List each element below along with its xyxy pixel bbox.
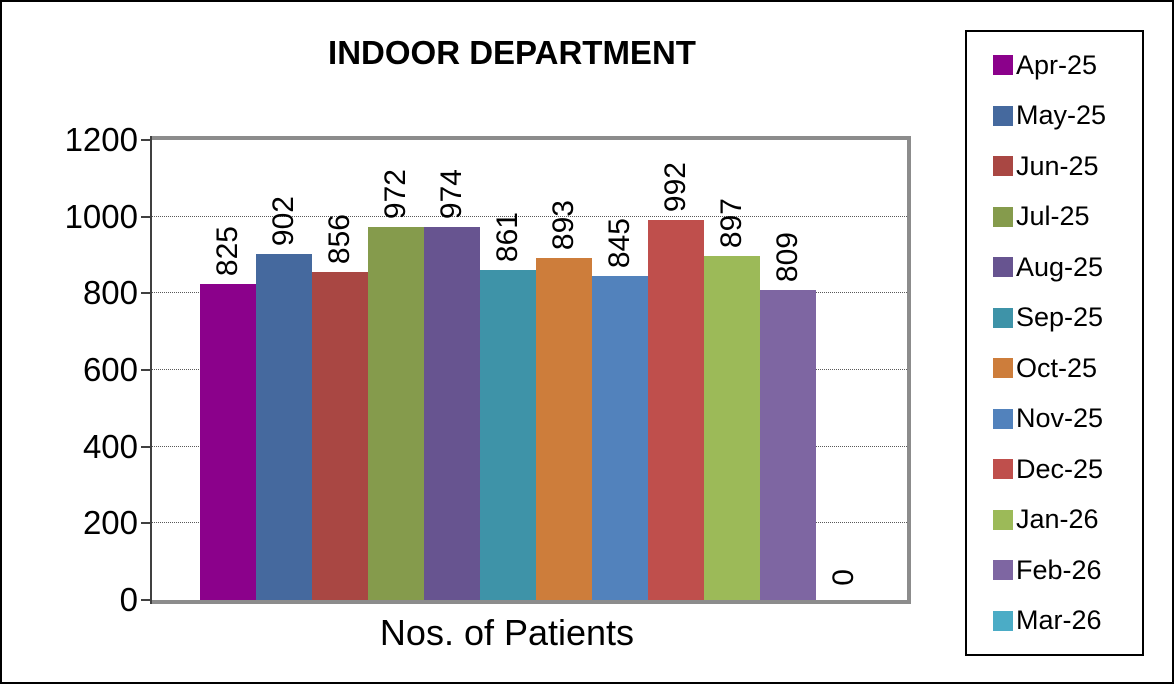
legend-item-May-25: May-25: [993, 100, 1140, 131]
legend-swatch-icon: [993, 358, 1013, 379]
y-tick-label-200: 200: [82, 504, 138, 542]
y-tick-mark-200: [141, 522, 151, 525]
legend-item-Jul-25: Jul-25: [993, 201, 1140, 232]
bar-May-25: [256, 254, 312, 600]
bar-value-label-Feb-26: 809: [771, 231, 804, 282]
bar-value-label-Oct-25: 893: [547, 199, 580, 250]
legend-label: Jan-26: [1016, 504, 1099, 535]
bar-Apr-25: [200, 283, 256, 600]
bar-Nov-25: [592, 276, 648, 600]
plot-area: 825 902 856 972 974 861 893 845 992 897 809 0: [152, 140, 907, 600]
bar-value-label-May-25: 902: [267, 196, 300, 247]
legend-item-Sep-25: Sep-25: [993, 302, 1140, 333]
y-tick-label-600: 600: [82, 351, 138, 388]
legend-label: May-25: [1016, 100, 1107, 131]
legend-swatch-icon: [993, 206, 1013, 227]
legend-label: Apr-25: [1016, 49, 1098, 80]
bar-value-label-Aug-25: 974: [435, 168, 468, 219]
legend: Apr-25 May-25 Jun-25 Jul-25 Aug-25 Sep-25 Oct-…: [965, 30, 1144, 656]
legend-item-Jun-25: Jun-25: [993, 151, 1140, 182]
bar-Jun-25: [312, 271, 368, 600]
bar-value-label-Apr-25: 825: [211, 225, 244, 276]
legend-swatch-icon: [993, 459, 1013, 480]
legend-item-Oct-25: Oct-25: [993, 353, 1140, 384]
y-tick-mark-0: [141, 599, 151, 601]
y-tick-label-1000: 1000: [64, 197, 138, 235]
legend-label: Oct-25: [1016, 352, 1098, 383]
y-tick-mark-1200: [141, 139, 151, 141]
bar-Dec-25: [648, 219, 704, 600]
legend-label: Mar-26: [1016, 605, 1102, 636]
bar-value-label-Sep-25: 861: [491, 211, 524, 262]
y-axis-line: [150, 136, 152, 604]
legend-item-Mar-26: Mar-26: [993, 605, 1140, 636]
legend-swatch-icon: [993, 105, 1013, 126]
legend-swatch-icon: [993, 156, 1013, 177]
bar-value-label-Mar-26: 0: [827, 569, 860, 586]
y-tick-mark-600: [141, 369, 151, 371]
bar-value-label-Dec-25: 992: [659, 161, 692, 212]
legend-label: Feb-26: [1016, 554, 1102, 585]
bar-Oct-25: [536, 257, 592, 600]
legend-swatch-icon: [993, 610, 1013, 631]
bar-value-label-Jan-26: 897: [715, 198, 748, 249]
y-tick-mark-1000: [141, 215, 151, 218]
x-axis-title: Nos. of Patients: [379, 612, 635, 653]
gridline-1000: [152, 215, 907, 217]
bar-Sep-25: [480, 269, 536, 600]
bar-value-label-Jul-25: 972: [379, 169, 412, 220]
y-tick-mark-400: [141, 445, 151, 448]
legend-item-Feb-26: Feb-26: [993, 555, 1140, 586]
legend-swatch-icon: [993, 560, 1013, 581]
legend-label: Aug-25: [1016, 251, 1104, 282]
bar-value-label-Nov-25: 845: [603, 218, 636, 269]
legend-label: Nov-25: [1016, 403, 1104, 434]
legend-label: Jul-25: [1016, 201, 1090, 232]
bar-Jan-26: [704, 256, 760, 600]
legend-label: Jun-25: [1016, 150, 1099, 181]
legend-label: Sep-25: [1016, 302, 1104, 333]
legend-item-Aug-25: Aug-25: [993, 252, 1140, 283]
y-tick-label-400: 400: [82, 427, 138, 465]
legend-label: Dec-25: [1016, 453, 1104, 484]
legend-item-Jan-26: Jan-26: [993, 504, 1140, 535]
y-tick-mark-800: [141, 292, 151, 295]
bar-value-label-Jun-25: 856: [323, 213, 356, 264]
y-tick-label-1200: 1200: [64, 121, 138, 158]
bar-Jul-25: [368, 227, 424, 600]
legend-item-Nov-25: Nov-25: [993, 403, 1140, 434]
chart-title: INDOOR DEPARTMENT: [328, 34, 696, 71]
legend-item-Apr-25: Apr-25: [993, 50, 1140, 81]
legend-item-Dec-25: Dec-25: [993, 454, 1140, 485]
bar-Aug-25: [424, 226, 480, 600]
legend-swatch-icon: [993, 307, 1013, 328]
legend-swatch-icon: [993, 257, 1013, 278]
bar-Feb-26: [760, 289, 816, 600]
legend-swatch-icon: [993, 55, 1013, 76]
y-tick-label-0: 0: [119, 581, 138, 618]
legend-swatch-icon: [993, 408, 1013, 429]
y-tick-label-800: 800: [82, 274, 138, 312]
legend-swatch-icon: [993, 509, 1013, 530]
